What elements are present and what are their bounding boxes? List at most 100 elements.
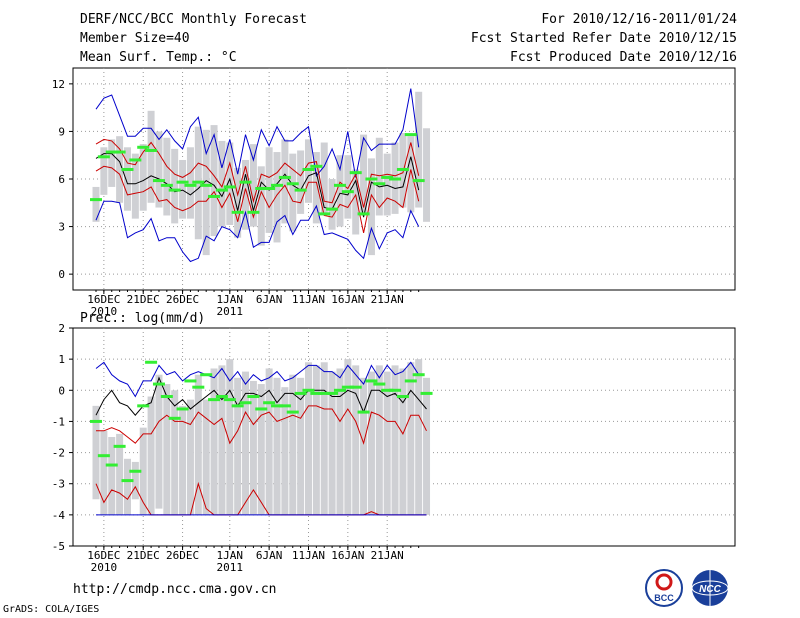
temp-spread-bar [139, 144, 147, 211]
prec-xtick-year-label: 2010 [91, 561, 118, 574]
prec-xtick-label: 16JAN [331, 549, 364, 562]
prec-spread-bar [171, 390, 179, 515]
temp-median-mark [365, 177, 378, 181]
prec-median-mark [121, 479, 134, 483]
temp-median-mark [294, 188, 307, 192]
prec-median-mark [247, 395, 260, 399]
fcst-started-date: Fcst Started Refer Date 2010/12/15 [470, 31, 737, 46]
temp-median-mark [404, 133, 417, 137]
prec-spread-bar [423, 377, 431, 515]
prec-median-mark [160, 395, 173, 399]
temp-line-min [95, 200, 420, 263]
temp-xtick-label: 1JAN [217, 293, 244, 306]
temp-median-mark [215, 188, 228, 192]
prec-median-mark [239, 401, 252, 405]
temp-median-mark [113, 150, 126, 154]
prec-ytick-label: 1 [58, 353, 65, 366]
prec-median-mark [145, 360, 158, 364]
prec-median-mark [286, 410, 299, 414]
temp-median-mark [200, 183, 213, 187]
prec-spread-bar [336, 368, 344, 515]
prec-spread-bar [391, 365, 399, 515]
temp-ytick-label: 6 [58, 173, 65, 186]
prec-spread-bar [155, 374, 163, 509]
temp-line-mean [95, 153, 420, 218]
prec-spread-bar [367, 371, 375, 515]
temp-median-mark [105, 150, 118, 154]
temp-median-mark [90, 198, 102, 202]
temp-median-mark [381, 175, 394, 179]
prec-spread-bar [249, 380, 257, 515]
temp-spread-bar [383, 153, 391, 216]
prec-spread-bar [234, 377, 242, 515]
prec-median-mark [255, 407, 268, 411]
temp-median-mark [349, 171, 362, 175]
prec-spread-bar [226, 359, 234, 515]
temp-spread-bar [320, 142, 328, 214]
temp-median-mark [239, 180, 252, 184]
temp-spread-bar [304, 139, 312, 203]
temp-spread-bar [226, 142, 234, 225]
temp-xtick-label: 21DEC [127, 293, 160, 306]
prec-spread-bar [415, 359, 423, 515]
chart-title: DERF/NCC/BCC Monthly Forecast [80, 12, 307, 27]
prec-spread-bar [218, 365, 226, 515]
temp-median-mark [286, 182, 299, 186]
temp-median-mark [263, 187, 276, 191]
prec-median-mark [302, 388, 315, 392]
temp-xtick-label: 26DEC [166, 293, 199, 306]
prec-median-mark [271, 404, 284, 408]
prec-xtick-label: 6JAN [256, 549, 283, 562]
prec-median-mark [215, 395, 228, 399]
prec-xtick-label: 11JAN [292, 549, 325, 562]
temp-xtick-label: 16JAN [331, 293, 364, 306]
temp-spread-bar [131, 153, 139, 219]
temp-median-mark [326, 207, 339, 211]
prec-median-mark [381, 388, 394, 392]
temp-median-mark [137, 145, 150, 149]
prec-spread-bar [297, 377, 305, 515]
fcst-produced-date: Fcst Produced Date 2010/12/16 [510, 50, 737, 65]
prec-median-mark [294, 391, 307, 395]
temp-median-mark [412, 179, 425, 183]
prec-median-mark [105, 463, 118, 467]
temp-spread-bar [367, 158, 375, 256]
temp-spread-bar [297, 150, 305, 214]
temp-median-mark [152, 179, 165, 183]
prec-spread-bar [147, 396, 155, 515]
prec-ytick-label: -5 [52, 540, 65, 553]
temp-spread-bar [407, 136, 415, 213]
prec-spread-bar [399, 368, 407, 515]
temp-median-mark [160, 183, 173, 187]
temp-spread-bar [242, 159, 250, 230]
prec-median-mark [200, 373, 213, 377]
temp-spread-bar [234, 167, 242, 238]
prec-spread-bar [242, 371, 250, 515]
prec-spread-bar [344, 359, 352, 515]
prec-median-mark [412, 373, 425, 377]
temp-xtick-label: 6JAN [256, 293, 283, 306]
prec-median-mark [90, 419, 102, 423]
prec-spread-bar [163, 384, 171, 515]
temp-median-mark [396, 167, 409, 171]
prec-median-mark [420, 391, 433, 395]
prec-spread-bar [360, 377, 368, 515]
prec-line-max [95, 361, 420, 398]
temp-xtick-label: 11JAN [292, 293, 325, 306]
temp-median-mark [255, 187, 268, 191]
prec-spread-bar [289, 374, 297, 515]
prec-spread-bar [202, 399, 210, 515]
temp-median-mark [247, 210, 260, 214]
prec-spread-bar [352, 365, 360, 515]
temp-median-mark [373, 182, 386, 186]
temp-spread-bar [92, 186, 100, 222]
temp-ytick-label: 0 [58, 268, 65, 281]
prec-spread-bar [100, 430, 108, 515]
temp-line-max [95, 88, 420, 178]
prec-spread-bar [139, 427, 147, 515]
temp-xtick-year-label: 2010 [91, 305, 118, 318]
temp-spread-bar [108, 139, 116, 187]
temp-spread-bar [123, 147, 131, 211]
temp-xtick-year-label: 2011 [217, 305, 244, 318]
